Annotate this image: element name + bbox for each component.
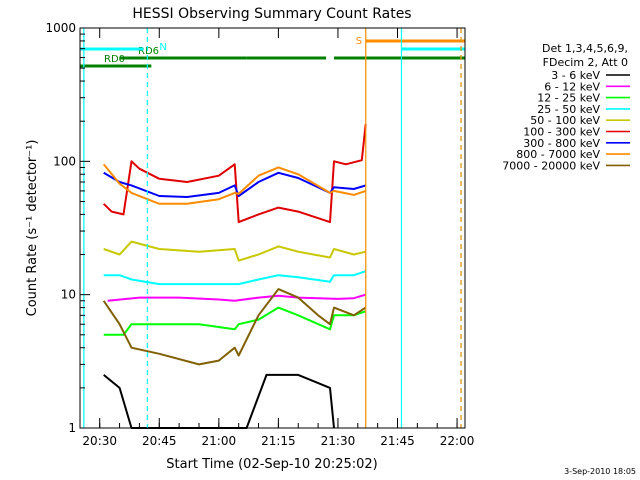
legend-label-7: 800 - 7000 keV: [516, 148, 600, 161]
x-tick-label-3: 21:15: [261, 434, 296, 448]
timestamp: 3-Sep-2010 18:05: [564, 467, 636, 476]
series-line-4: [103, 240, 366, 262]
data-layer: [102, 124, 367, 429]
y-tick-label-0: 1: [68, 421, 76, 435]
series-line-8: [102, 288, 367, 366]
axes-layer: 1 10 100 1000 20:30 20:45 21:00 21:15 21:30 21:45…: [45, 21, 474, 448]
legend-label-3: 25 - 50 keV: [537, 103, 600, 116]
y-tick-label-1: 10: [61, 288, 76, 302]
legend-header-line-2: FDecim 2, Att 0: [543, 56, 628, 69]
x-tick-label-0: 20:30: [82, 434, 117, 448]
legend-label-5: 100 - 300 keV: [523, 126, 600, 139]
legend-label-2: 12 - 25 keV: [537, 92, 600, 105]
flag-label-4: S: [356, 36, 362, 47]
legend-label-1: 6 - 12 keV: [544, 80, 600, 93]
legend-label-8: 7000 - 20000 keV: [502, 159, 600, 172]
annotation-layer: RD0 RD6 N S: [80, 28, 465, 428]
series-line-7: [102, 163, 367, 205]
x-tick-label-2: 21:00: [202, 434, 237, 448]
series-line-1: [107, 293, 366, 302]
series-line-6: [103, 171, 366, 198]
flag-label-0: RD0: [104, 54, 125, 65]
x-tick-label-1: 20:45: [142, 434, 177, 448]
flag-label-3: N: [159, 42, 166, 53]
y-tick-label-3: 1000: [45, 21, 76, 35]
x-tick-label-5: 21:45: [380, 434, 415, 448]
legend-label-4: 50 - 100 keV: [530, 114, 600, 127]
series-line-3: [103, 270, 367, 286]
series-line-5: [102, 124, 367, 224]
legend-label-0: 3 - 6 keV: [551, 69, 600, 82]
y-axis-label: Count Rate (s⁻¹ detector⁻¹): [25, 140, 40, 317]
flag-label-1: RD6: [138, 46, 159, 57]
legend-label-6: 300 - 800 keV: [523, 137, 600, 150]
plot-frame: [79, 27, 466, 429]
x-tick-label-4: 21:30: [321, 434, 356, 448]
y-tick-label-2: 100: [53, 154, 76, 168]
legend-header-line-1: Det 1,3,4,5,6,9,: [542, 42, 628, 55]
x-axis-label: Start Time (02-Sep-10 20:25:02): [166, 457, 377, 472]
series-line-2: [103, 306, 367, 336]
x-tick-label-6: 22:00: [440, 434, 475, 448]
chart-title: HESSI Observing Summary Count Rates: [132, 6, 411, 22]
